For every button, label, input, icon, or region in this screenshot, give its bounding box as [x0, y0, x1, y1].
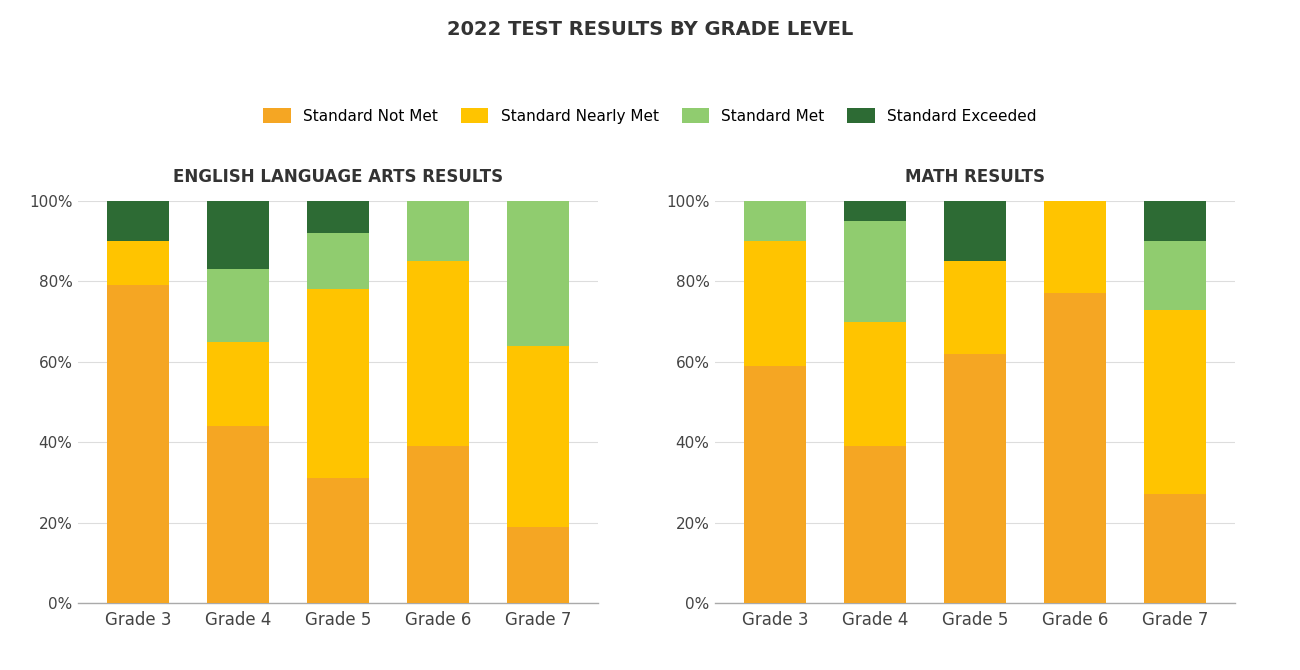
Text: 2022 TEST RESULTS BY GRADE LEVEL: 2022 TEST RESULTS BY GRADE LEVEL [447, 20, 853, 39]
Bar [307, 478, 369, 603]
Bar [844, 221, 906, 322]
Bar [1144, 310, 1206, 494]
Bar [107, 241, 169, 285]
Bar [944, 201, 1006, 261]
Bar [844, 446, 906, 603]
Bar [507, 527, 569, 603]
Bar [307, 233, 369, 289]
Bar [1044, 293, 1106, 603]
Bar [1144, 241, 1206, 310]
Bar [744, 241, 806, 366]
Bar [407, 446, 469, 603]
Bar [107, 201, 169, 241]
Bar [407, 201, 469, 261]
Bar [207, 342, 269, 426]
Bar [944, 261, 1006, 354]
Bar [1044, 201, 1106, 293]
Bar [507, 346, 569, 527]
Bar [307, 201, 369, 233]
Bar [844, 201, 906, 221]
Title: ENGLISH LANGUAGE ARTS RESULTS: ENGLISH LANGUAGE ARTS RESULTS [173, 168, 503, 186]
Title: MATH RESULTS: MATH RESULTS [905, 168, 1045, 186]
Bar [1144, 494, 1206, 603]
Bar [844, 322, 906, 446]
Bar [1144, 201, 1206, 241]
Bar [744, 201, 806, 241]
Bar [207, 269, 269, 342]
Bar [407, 261, 469, 446]
Bar [207, 426, 269, 603]
Bar [307, 289, 369, 478]
Bar [507, 201, 569, 346]
Legend: Standard Not Met, Standard Nearly Met, Standard Met, Standard Exceeded: Standard Not Met, Standard Nearly Met, S… [257, 101, 1043, 130]
Bar [944, 354, 1006, 603]
Bar [207, 201, 269, 269]
Bar [744, 366, 806, 603]
Bar [107, 285, 169, 603]
